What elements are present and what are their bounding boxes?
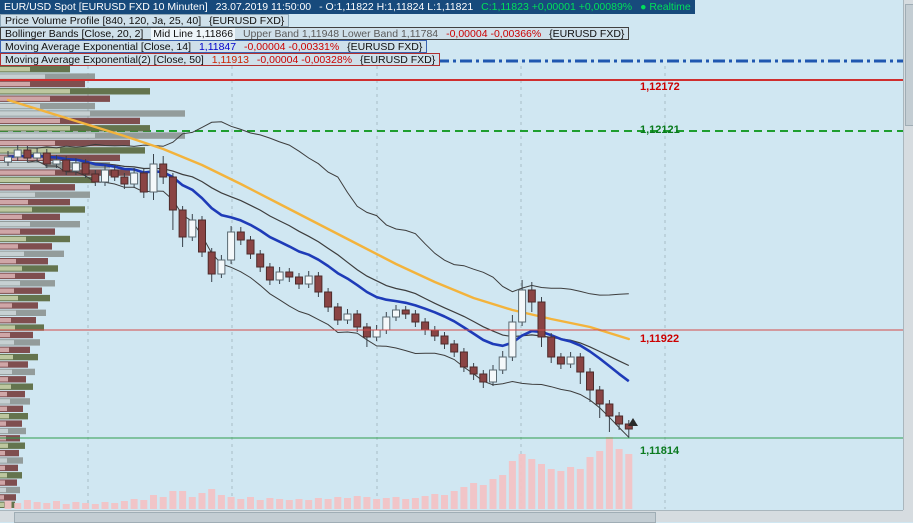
volume-layer xyxy=(4,437,633,509)
indicator-bar-price-volume-profile[interactable]: Price Volume Profile [840, 120, Ja, 25, … xyxy=(0,14,290,27)
indicator-bar-ema14[interactable]: Moving Average Exponential [Close, 14] 1… xyxy=(0,40,428,53)
bar-close-change: C:1,11823 +0,00001 +0,00089% xyxy=(481,1,633,13)
vertical-scrollbar-thumb[interactable] xyxy=(905,4,913,126)
indicator-symbol: {EURUSD FXD} xyxy=(209,15,285,27)
indicator-change: -0,00004 -0,00328% xyxy=(256,54,353,66)
indicator-change: -0,00004 -0,00331% xyxy=(244,41,340,53)
indicator-symbol: {EURUSD FXD} xyxy=(549,28,625,40)
instrument-header-bar[interactable]: EUR/USD Spot [EURUSD FXD 10 Minuten] 23.… xyxy=(0,0,695,14)
price-level-label: 1,11814 xyxy=(640,445,680,457)
horizontal-scrollbar[interactable] xyxy=(0,510,913,523)
scrollbar-corner xyxy=(903,510,913,522)
horizontal-scrollbar-thumb[interactable] xyxy=(14,512,656,523)
indicator-name: Moving Average Exponential(2) [Close, 50… xyxy=(5,54,204,66)
indicator-name: Moving Average Exponential [Close, 14] xyxy=(5,41,192,53)
indicator-symbol: {EURUSD FXD} xyxy=(359,54,436,66)
price-level-label: 1,12121 xyxy=(640,124,680,136)
bar-datetime: 23.07.2019 11:50:00 xyxy=(215,1,312,13)
trade-marker-icon xyxy=(628,418,638,426)
indicator-name: Price Volume Profile [840, 120, Ja, 25, … xyxy=(5,15,202,27)
price-level-label: 1,11922 xyxy=(640,333,679,345)
bar-ohl-values: - O:1,11822 H:1,11824 L:1,11821 xyxy=(319,1,474,13)
bollinger-mid-value: Mid Line 1,11866 xyxy=(151,28,236,40)
volume-profile-layer xyxy=(0,66,185,508)
ema14-line xyxy=(7,154,630,383)
vertical-scrollbar[interactable] xyxy=(903,0,913,510)
instrument-title: EUR/USD Spot [EURUSD FXD 10 Minuten] xyxy=(4,1,208,13)
price-level-label: 1,12172 xyxy=(640,81,680,93)
ema50-value: 1,11913 xyxy=(211,54,249,66)
levels-front-layer: 1,12172 1,12121 1,11922 1,11814 xyxy=(0,59,913,457)
indicator-name: Bollinger Bands [Close, 20, 2] xyxy=(5,28,144,40)
indicator-bar-bollinger-bands[interactable]: Bollinger Bands [Close, 20, 2] Mid Line … xyxy=(0,27,630,40)
bollinger-lower-line xyxy=(27,160,630,438)
realtime-indicator: ● Realtime xyxy=(640,1,691,13)
ema14-value: 1,11847 xyxy=(198,41,237,53)
bollinger-mid-line xyxy=(27,153,630,367)
bollinger-band-values: Upper Band 1,11948 Lower Band 1,11784 xyxy=(242,28,439,40)
indicator-bar-ema50[interactable]: Moving Average Exponential(2) [Close, 50… xyxy=(0,53,441,66)
indicator-symbol: {EURUSD FXD} xyxy=(347,41,423,53)
candles-layer xyxy=(4,145,633,438)
indicator-change: -0,00004 -0,00366% xyxy=(446,28,542,40)
bollinger-upper-line xyxy=(27,121,629,296)
